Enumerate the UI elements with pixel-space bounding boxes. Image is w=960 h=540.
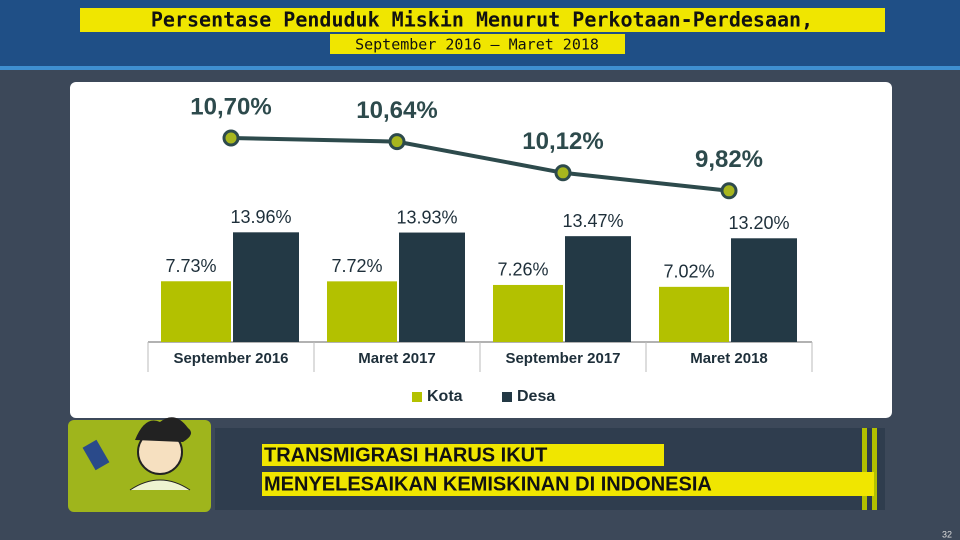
bar: [493, 284, 563, 342]
title-bg: [80, 8, 885, 32]
line-value-label: 10,70%: [190, 93, 271, 120]
chart: September 2016 7.73% 13.96% Maret 2017 7.72%…: [147, 93, 813, 405]
line: [230, 136, 730, 193]
banner-line: TRANSMIGRASI HARUS IKUT: [264, 444, 547, 466]
cartoon-hair: [135, 417, 192, 442]
bar-value-label: 7.72%: [331, 256, 382, 276]
subtitle: September 2016 – Maret 2018: [355, 36, 599, 54]
legend-label: Kota: [427, 388, 463, 405]
line-value-label: 10,12%: [522, 128, 603, 155]
banner-line-bg: [262, 472, 874, 496]
cartoon-can: [82, 439, 110, 471]
line-point: [554, 164, 572, 182]
legend-swatch: [502, 392, 512, 402]
bar-value-label: 13.93%: [396, 207, 457, 227]
x-tick-label: September 2017: [505, 350, 620, 367]
header-stripe: [0, 66, 960, 70]
slide-number: 32: [942, 529, 952, 539]
banner-bg: [215, 428, 885, 510]
bar-value-label: 7.26%: [497, 260, 548, 280]
bar: [565, 236, 631, 342]
banner-bar: [862, 428, 867, 510]
bar: [731, 238, 797, 342]
bar-value-label: 13.96%: [230, 207, 291, 227]
x-tick-label: Maret 2018: [690, 350, 768, 367]
bar-value-label: 7.02%: [663, 262, 714, 282]
bar-value-label: 13.20%: [728, 213, 789, 233]
bar: [399, 232, 465, 342]
bar: [327, 281, 397, 342]
line-point: [720, 182, 738, 200]
line-point: [222, 129, 240, 147]
line-value-label: 10,64%: [356, 97, 437, 124]
banner-line-bg: [262, 444, 664, 466]
bar-value-label: 13.47%: [562, 211, 623, 231]
subtitle-bg: [330, 34, 625, 54]
legend-swatch: [412, 392, 422, 402]
x-tick-label: Maret 2017: [358, 350, 436, 367]
banner-line: MENYELESAIKAN KEMISKINAN DI INDONESIA: [264, 473, 712, 495]
line-point: [388, 133, 406, 151]
bar: [161, 281, 231, 342]
banner-bar: [872, 428, 877, 510]
x-tick-label: September 2016: [173, 350, 288, 367]
bar: [659, 286, 729, 342]
legend-label: Desa: [517, 388, 555, 405]
cartoon-body: [129, 479, 191, 491]
line-value-label: 9,82%: [695, 146, 763, 173]
bar: [233, 232, 299, 342]
bar-value-label: 7.73%: [165, 256, 216, 276]
title: Persentase Penduduk Miskin Menurut Perko…: [151, 8, 813, 32]
